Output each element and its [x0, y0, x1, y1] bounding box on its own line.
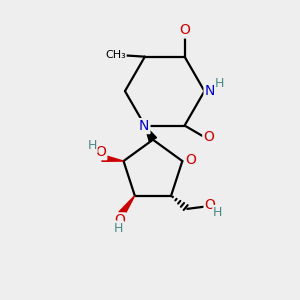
Text: H: H: [215, 77, 224, 90]
Text: H: H: [114, 221, 123, 235]
Text: O: O: [95, 145, 106, 159]
Polygon shape: [119, 196, 135, 216]
Text: O: O: [179, 23, 190, 38]
Text: O: O: [115, 213, 125, 227]
Text: O: O: [203, 130, 214, 144]
Text: O: O: [205, 198, 215, 212]
Text: O: O: [185, 153, 196, 166]
Polygon shape: [102, 155, 124, 161]
Text: H: H: [213, 206, 223, 219]
Text: N: N: [139, 119, 149, 133]
Text: CH₃: CH₃: [105, 50, 126, 60]
Text: N: N: [205, 83, 215, 98]
Polygon shape: [145, 125, 157, 142]
Text: H: H: [87, 139, 97, 152]
